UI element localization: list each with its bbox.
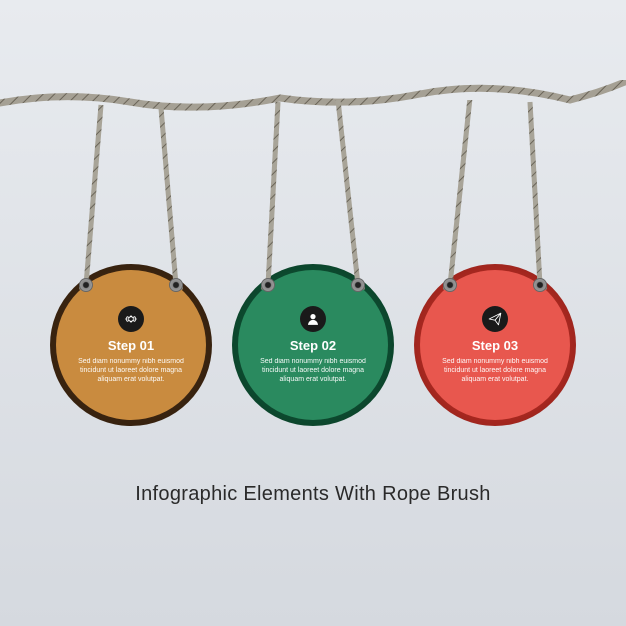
medallion-row: Step 01 Sed diam nonummy nibh euismod ti… <box>0 100 626 450</box>
step-title-1: Step 01 <box>108 338 154 353</box>
infographic-title: Infographic Elements With Rope Brush <box>0 483 626 506</box>
medallion-3: Step 03 Sed diam nonummy nibh euismod ti… <box>415 100 575 450</box>
disc-3: Step 03 Sed diam nonummy nibh euismod ti… <box>420 270 570 420</box>
step-body-1: Sed diam nonummy nibh euismod tincidunt … <box>74 357 188 384</box>
step-title-2: Step 02 <box>290 338 336 353</box>
medallion-1: Step 01 Sed diam nonummy nibh euismod ti… <box>51 100 211 450</box>
step-title-3: Step 03 <box>472 338 518 353</box>
eyelet-3-left <box>443 278 457 292</box>
eyelet-2-right <box>351 278 365 292</box>
eyelet-2-left <box>261 278 275 292</box>
eyelet-1-left <box>79 278 93 292</box>
eyelet-1-right <box>169 278 183 292</box>
gear-icon <box>118 306 144 332</box>
paper-plane-icon <box>482 306 508 332</box>
medallion-2: Step 02 Sed diam nonummy nibh euismod ti… <box>233 100 393 450</box>
step-body-2: Sed diam nonummy nibh euismod tincidunt … <box>256 357 370 384</box>
eyelet-3-right <box>533 278 547 292</box>
person-icon <box>300 306 326 332</box>
step-body-3: Sed diam nonummy nibh euismod tincidunt … <box>438 357 552 384</box>
disc-2: Step 02 Sed diam nonummy nibh euismod ti… <box>238 270 388 420</box>
disc-1: Step 01 Sed diam nonummy nibh euismod ti… <box>56 270 206 420</box>
